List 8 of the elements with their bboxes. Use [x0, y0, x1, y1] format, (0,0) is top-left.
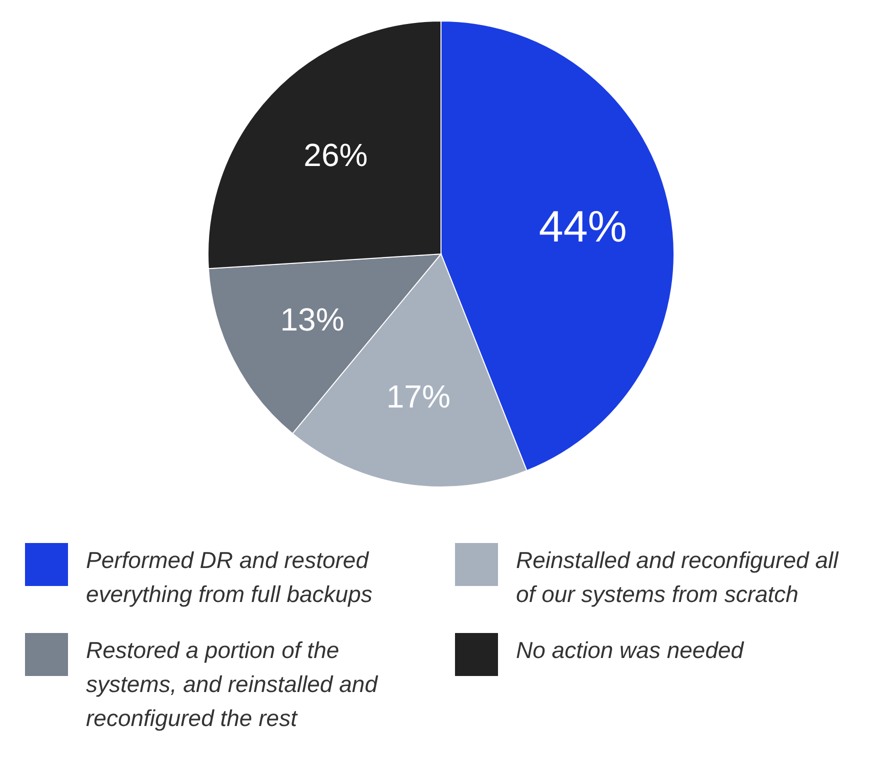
data-label: 44% — [538, 202, 627, 252]
legend-label: No action was needed — [516, 636, 745, 665]
data-label: 26% — [304, 137, 368, 174]
legend-label: Reinstalled and reconfigured all of our systems from scratch — [516, 546, 840, 609]
data-label: 17% — [386, 378, 450, 415]
legend-label: Restored a portion of the systems, and reinstalled and reconfigured the rest — [86, 636, 379, 733]
legend-label: Performed DR and restored everything from full backups — [86, 546, 374, 609]
data-label: 13% — [280, 302, 344, 338]
